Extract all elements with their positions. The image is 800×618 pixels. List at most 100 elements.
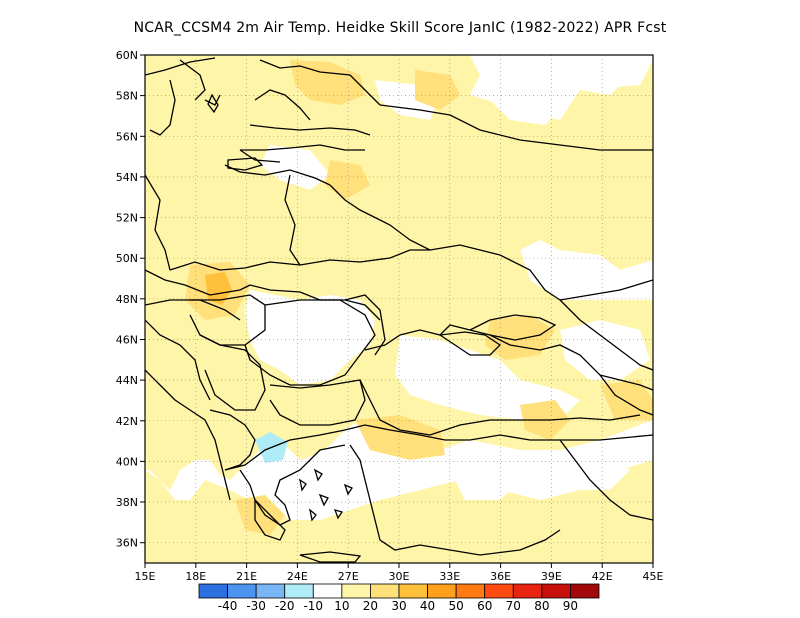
colorbar-swatch (541, 583, 571, 599)
y-tick-label: 50N (116, 252, 138, 265)
colorbar-label: 70 (506, 599, 521, 613)
colorbar-label: 20 (363, 599, 378, 613)
colorbar-label: 50 (449, 599, 464, 613)
border-czech-slovakia (145, 269, 251, 296)
x-tick-labels: 15E 18E 21E 24E 27E 30E 33E 36E 39E 42E … (135, 570, 664, 583)
border-lithuania (224, 164, 331, 186)
coastline-azov (469, 314, 557, 341)
border-russia-north (379, 104, 653, 151)
border-russia-caspian (559, 279, 653, 301)
colorbar-swatch (198, 583, 228, 599)
y-tick-label: 46N (116, 334, 138, 347)
shade-white (560, 320, 650, 380)
colorbar-label: 80 (534, 599, 549, 613)
border-poland-belarus (284, 174, 301, 266)
x-tick-label: 27E (338, 570, 359, 583)
colorbar-label: 30 (391, 599, 406, 613)
x-tick-label: 39E (541, 570, 562, 583)
x-tick-label: 18E (185, 570, 206, 583)
shade-white (260, 145, 330, 190)
x-axis (144, 563, 654, 568)
colorbar-label: 40 (420, 599, 435, 613)
colorbar-swatch (570, 583, 600, 599)
border-romania (244, 299, 376, 386)
colorbar-swatch (284, 583, 314, 599)
x-tick-label: 33E (439, 570, 460, 583)
coastline-baltic-east (239, 59, 381, 163)
shade-yellow (355, 415, 445, 460)
colorbar-swatch (427, 583, 457, 599)
coastlines-borders (145, 57, 653, 563)
y-tick-label: 48N (116, 293, 138, 306)
border-caucasus (559, 299, 653, 391)
shade-white (245, 290, 375, 385)
coastline-black-sea (359, 324, 653, 436)
y-tick-label: 40N (116, 455, 138, 468)
x-tick-label: 36E (490, 570, 511, 583)
colorbar-label: 90 (563, 599, 578, 613)
x-tick-label: 42E (592, 570, 613, 583)
y-tick-label: 56N (116, 130, 138, 143)
x-tick-label: 21E (236, 570, 257, 583)
shade-orange (205, 272, 232, 305)
border-estonia (249, 124, 371, 136)
y-tick-label: 60N (116, 49, 138, 62)
shade-white (560, 60, 630, 95)
border-serbia (199, 334, 266, 411)
colorbar-labels: -40 -30 -20 -10 10 20 30 40 50 60 70 80 90 (218, 599, 578, 613)
colorbar-label: 10 (334, 599, 349, 613)
colorbar-swatch (398, 583, 428, 599)
chart-title: NCAR_CCSM4 2m Air Temp. Heidke Skill Sco… (133, 20, 667, 36)
border-turkey-east (559, 439, 653, 521)
coastline-crete (299, 551, 362, 563)
y-tick-label: 58N (116, 90, 138, 103)
x-tick-label: 30E (389, 570, 410, 583)
border-greece (224, 429, 346, 471)
coastline-adriatic (145, 369, 231, 501)
colorbar-swatch (370, 583, 400, 599)
colorbar-swatch (484, 583, 514, 599)
colorbar-swatch (512, 583, 543, 599)
x-tick-label: 15E (135, 570, 156, 583)
colorbar-swatch (312, 583, 343, 599)
border-bulgaria (269, 379, 366, 426)
border-poland-south (169, 261, 301, 271)
shade-white (395, 335, 580, 420)
y-tick-label: 36N (116, 537, 138, 550)
border-belarus-ukraine (299, 249, 430, 266)
y-axis (140, 54, 145, 544)
colorbar-swatch (255, 583, 286, 599)
colorbar-label: -10 (303, 599, 323, 613)
y-tick-label: 52N (116, 212, 138, 225)
border-albania-macedonia (209, 409, 256, 471)
colorbar (198, 583, 600, 599)
shade-white (480, 80, 560, 125)
coastline-peloponnese (254, 498, 286, 541)
border-ukraine-russia (429, 244, 561, 301)
shade-yellow (485, 315, 555, 360)
y-tick-label: 38N (116, 496, 138, 509)
coastline-aegean-islands (299, 468, 353, 522)
coastline-crimea (438, 331, 502, 356)
border-poland-germany (145, 174, 171, 271)
colorbar-label: -30 (246, 599, 266, 613)
y-tick-label: 42N (116, 415, 138, 428)
colorbar-swatch (455, 583, 486, 599)
border-belarus-russia (329, 184, 431, 251)
coastline-gotland (207, 93, 219, 114)
coastline-baltic (145, 57, 221, 136)
x-tick-label: 24E (287, 570, 308, 583)
border-kaliningrad (227, 157, 264, 171)
colorbar-label: -40 (218, 599, 238, 613)
x-tick-label: 45E (643, 570, 664, 583)
border-moldova (344, 294, 386, 356)
y-tick-labels: 36N 38N 40N 42N 44N 46N 48N 50N 52N 54N … (116, 49, 138, 550)
shade-white (450, 465, 520, 500)
shade-yellow (235, 495, 285, 535)
y-tick-label: 44N (116, 374, 138, 387)
y-tick-label: 54N (116, 171, 138, 184)
shade-yellow (415, 70, 460, 110)
gridlines (145, 55, 653, 563)
colorbar-label: 60 (477, 599, 492, 613)
